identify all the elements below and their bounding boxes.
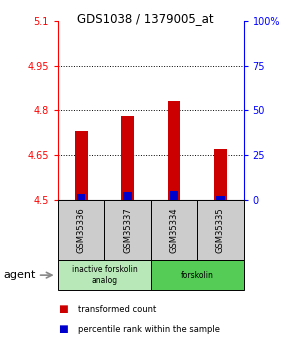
Text: GSM35336: GSM35336 <box>77 207 86 253</box>
Text: ■: ■ <box>58 305 68 314</box>
Bar <box>75 131 88 200</box>
Bar <box>170 191 178 200</box>
Text: inactive forskolin
analog: inactive forskolin analog <box>72 265 137 285</box>
Bar <box>124 192 132 200</box>
Text: GDS1038 / 1379005_at: GDS1038 / 1379005_at <box>77 12 213 25</box>
Bar <box>216 196 224 200</box>
Bar <box>77 194 85 200</box>
Bar <box>168 101 180 200</box>
Text: forskolin: forskolin <box>181 270 214 280</box>
Bar <box>214 149 227 200</box>
Bar <box>121 116 134 200</box>
Text: percentile rank within the sample: percentile rank within the sample <box>78 325 220 334</box>
Text: GSM35335: GSM35335 <box>216 207 225 253</box>
Text: agent: agent <box>3 270 35 280</box>
Text: GSM35334: GSM35334 <box>169 207 179 253</box>
Text: ■: ■ <box>58 325 68 334</box>
Text: GSM35337: GSM35337 <box>123 207 132 253</box>
Text: transformed count: transformed count <box>78 305 157 314</box>
